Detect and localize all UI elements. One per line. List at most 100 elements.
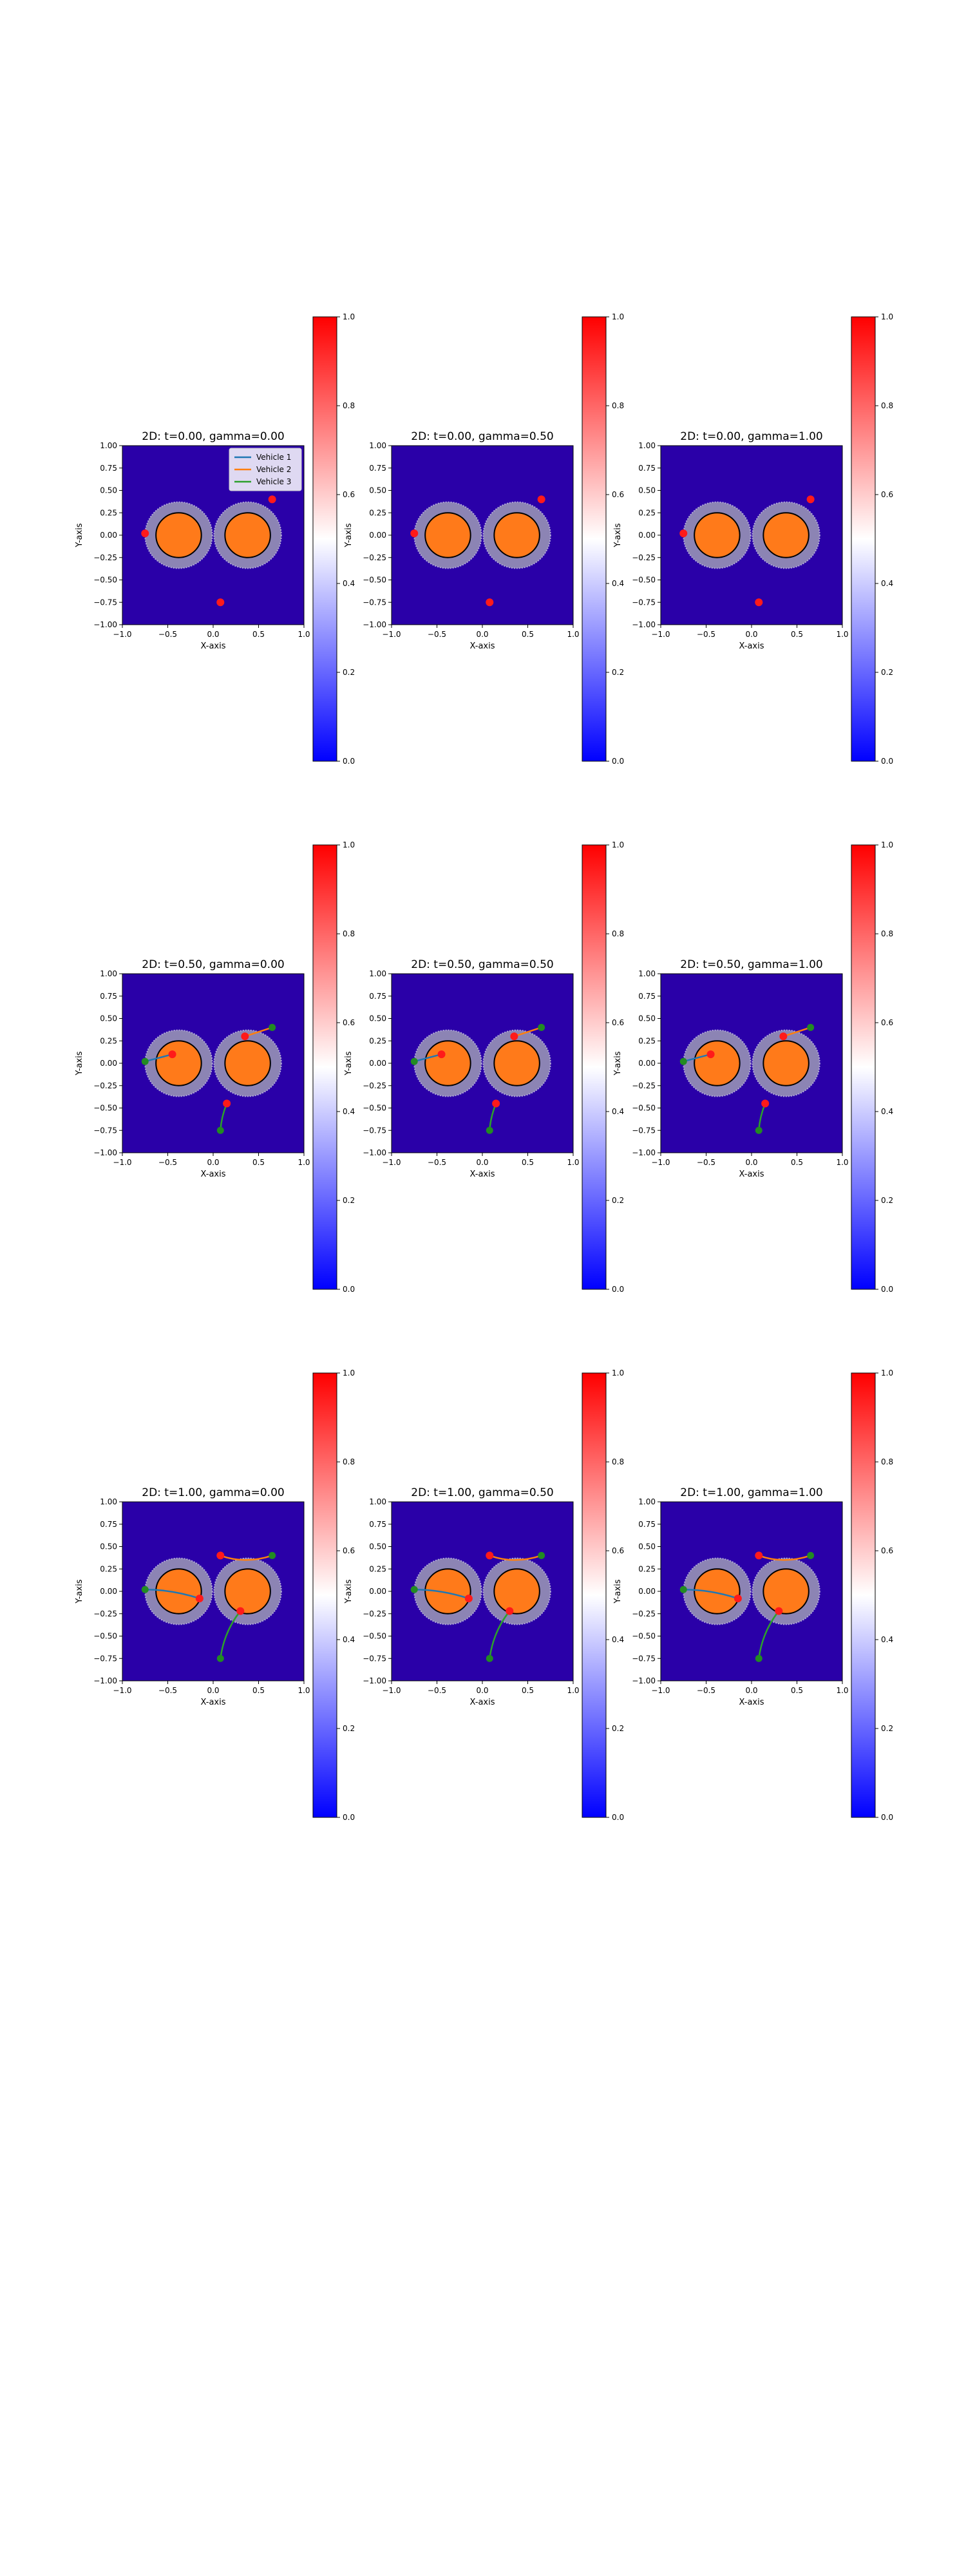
y-tick-label: 0.50 xyxy=(100,1542,117,1551)
y-tick-label: 0.75 xyxy=(369,1520,386,1529)
colorbar-tick-label: 0.4 xyxy=(612,1635,624,1644)
x-tick-label: 0.0 xyxy=(476,1686,488,1695)
legend-label-3: Vehicle 3 xyxy=(256,477,291,486)
obstacle-2 xyxy=(762,512,810,558)
y-tick-label: −0.25 xyxy=(632,1081,656,1090)
vehicle-position-3 xyxy=(755,598,763,607)
x-tick-label: 0.0 xyxy=(207,630,219,639)
vehicle-position-1 xyxy=(168,1050,176,1059)
y-tick-label: 0.00 xyxy=(638,1059,656,1068)
y-tick-label: 0.50 xyxy=(369,486,386,495)
colorbar-tick-label: 0.4 xyxy=(881,1635,893,1644)
x-tick-label: −0.5 xyxy=(697,1158,715,1167)
y-tick-label: 0.00 xyxy=(638,1587,656,1596)
colorbar-tick-label: 1.0 xyxy=(881,1368,893,1378)
goal-marker-2 xyxy=(269,1551,276,1559)
y-axis-label: Y-axis xyxy=(613,523,623,547)
colorbar xyxy=(582,316,607,762)
obstacle-2 xyxy=(224,1568,271,1615)
vehicle-position-2 xyxy=(779,1032,788,1041)
trajectory-vehicle-3 xyxy=(758,1610,780,1659)
colorbar xyxy=(312,844,337,1290)
colorbar-tick-label: 0.6 xyxy=(612,1546,624,1555)
subplot-title: 2D: t=1.00, gamma=0.50 xyxy=(411,1486,553,1499)
y-tick-label: 1.00 xyxy=(100,441,117,450)
colorbar-tick-label: 0.4 xyxy=(343,579,355,588)
goal-marker-3 xyxy=(486,1654,493,1662)
goal-marker-2 xyxy=(807,1551,815,1559)
colorbar-tick-label: 1.0 xyxy=(343,840,355,849)
obstacle-2 xyxy=(224,512,271,558)
y-tick-label: 0.75 xyxy=(638,1520,656,1529)
x-tick-label: 1.0 xyxy=(298,630,310,639)
colorbar-tick-label: 0.2 xyxy=(612,668,624,677)
trajectory-vehicle-3 xyxy=(489,1610,511,1659)
y-tick-label: −1.00 xyxy=(93,1676,117,1685)
colorbar-tick-label: 0.6 xyxy=(612,490,624,499)
vehicle-position-1 xyxy=(141,529,149,538)
colorbar-tick-label: 0.0 xyxy=(612,1285,624,1294)
y-tick-label: 0.25 xyxy=(100,1564,117,1573)
goal-marker-2 xyxy=(807,1023,815,1031)
y-tick-label: −0.25 xyxy=(632,1609,656,1618)
colorbar-tick-label: 0.8 xyxy=(612,401,624,410)
obstacle-1 xyxy=(155,1040,202,1086)
y-tick-label: −0.25 xyxy=(363,1081,386,1090)
colorbar-tick-label: 0.6 xyxy=(881,1546,893,1555)
vehicle-position-3 xyxy=(486,598,494,607)
x-tick-label: 0.5 xyxy=(791,630,803,639)
y-tick-label: 0.25 xyxy=(100,508,117,517)
y-tick-label: −0.50 xyxy=(93,576,117,585)
y-tick-label: 0.75 xyxy=(100,464,117,473)
subplot-title: 2D: t=1.00, gamma=1.00 xyxy=(680,1486,822,1499)
subplot-title: 2D: t=1.00, gamma=0.00 xyxy=(142,1486,284,1499)
colorbar xyxy=(312,1372,337,1818)
subplot-1: −1.0 −0.5 0.0 0.5 1.0 1.00 0.75 0.50 0.25 0.00 −0.… xyxy=(75,312,355,766)
colorbar-tick-label: 0.2 xyxy=(612,1196,624,1205)
y-tick-label: −0.50 xyxy=(363,576,386,585)
obstacle-1 xyxy=(694,1568,741,1615)
colorbar xyxy=(851,316,876,762)
vehicle-position-1 xyxy=(706,1050,715,1059)
goal-marker-3 xyxy=(755,1654,762,1662)
x-tick-label: 1.0 xyxy=(836,1686,848,1695)
y-axis-label: Y-axis xyxy=(344,1051,354,1075)
obstacle-2 xyxy=(493,512,540,558)
vehicle-position-2 xyxy=(241,1032,249,1041)
x-tick-label: −0.5 xyxy=(158,1686,177,1695)
y-tick-label: 0.25 xyxy=(100,1036,117,1045)
colorbar-tick-label: 0.0 xyxy=(881,1285,893,1294)
subplot-title: 2D: t=0.50, gamma=0.50 xyxy=(411,958,553,971)
goal-marker-1 xyxy=(410,1586,418,1593)
legend-box xyxy=(229,448,302,491)
colorbar-tick-label: 0.8 xyxy=(343,1457,355,1466)
x-tick-label: −0.5 xyxy=(428,630,446,639)
x-tick-label: 0.0 xyxy=(476,1158,488,1167)
legend-label-2: Vehicle 2 xyxy=(256,465,291,474)
x-axis-label: X-axis xyxy=(201,1698,226,1707)
vehicle-position-1 xyxy=(464,1595,473,1603)
x-tick-label: −1.0 xyxy=(113,1686,131,1695)
vehicle-position-2 xyxy=(537,495,545,504)
colorbar xyxy=(582,844,607,1290)
trajectory-vehicle-1 xyxy=(145,1588,200,1600)
trajectory-vehicle-3 xyxy=(220,1610,242,1659)
vehicle-position-3 xyxy=(492,1099,500,1108)
subplot-8: −1.0 −0.5 0.0 0.5 1.0 1.00 0.75 0.50 0.25 0.00 −0.… xyxy=(344,1368,624,1822)
y-tick-label: −0.75 xyxy=(363,598,386,607)
vehicle-position-1 xyxy=(195,1595,204,1603)
x-tick-label: 0.5 xyxy=(522,630,534,639)
colorbar-tick-label: 0.4 xyxy=(612,1107,624,1116)
goal-marker-2 xyxy=(269,1023,276,1031)
obstacle-2 xyxy=(224,1040,271,1086)
y-tick-label: 1.00 xyxy=(369,441,386,450)
y-tick-label: −0.75 xyxy=(363,1126,386,1135)
colorbar-tick-label: 0.2 xyxy=(343,1196,355,1205)
colorbar-tick-label: 0.6 xyxy=(881,1018,893,1027)
y-tick-label: 0.25 xyxy=(369,1564,386,1573)
vehicle-position-3 xyxy=(223,1099,231,1108)
vehicle-position-3 xyxy=(216,598,225,607)
colorbar-tick-label: 0.0 xyxy=(881,1813,893,1822)
y-tick-label: −0.50 xyxy=(93,1632,117,1641)
